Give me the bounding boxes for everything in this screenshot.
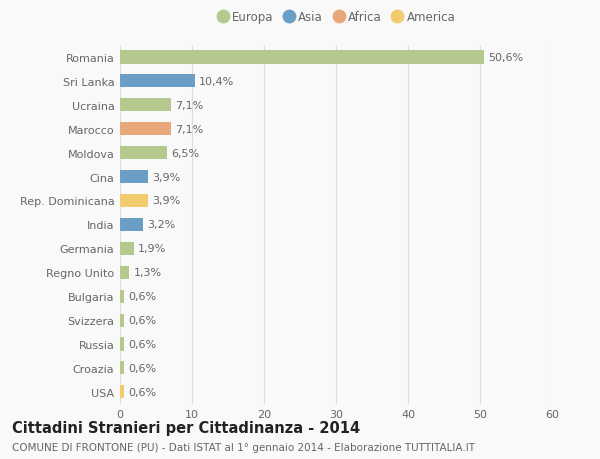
Bar xyxy=(120,362,124,375)
Bar xyxy=(120,242,134,255)
Text: 0,6%: 0,6% xyxy=(128,339,157,349)
Text: 10,4%: 10,4% xyxy=(199,77,235,87)
Bar xyxy=(120,99,171,112)
Text: 7,1%: 7,1% xyxy=(175,124,203,134)
Bar xyxy=(120,218,143,231)
Text: Cittadini Stranieri per Cittadinanza - 2014: Cittadini Stranieri per Cittadinanza - 2… xyxy=(12,420,360,435)
Bar xyxy=(120,123,171,136)
Text: 0,6%: 0,6% xyxy=(128,387,157,397)
Bar xyxy=(120,51,484,64)
Text: 3,9%: 3,9% xyxy=(152,172,181,182)
Bar xyxy=(120,195,148,207)
Text: 50,6%: 50,6% xyxy=(488,53,524,63)
Text: 1,9%: 1,9% xyxy=(138,244,166,254)
Text: 6,5%: 6,5% xyxy=(171,148,199,158)
Bar xyxy=(120,75,195,88)
Bar xyxy=(120,171,148,184)
Text: 3,9%: 3,9% xyxy=(152,196,181,206)
Bar xyxy=(120,338,124,351)
Bar xyxy=(120,266,130,279)
Text: 7,1%: 7,1% xyxy=(175,101,203,111)
Bar xyxy=(120,290,124,303)
Text: 0,6%: 0,6% xyxy=(128,291,157,302)
Bar xyxy=(120,314,124,327)
Text: 3,2%: 3,2% xyxy=(148,220,176,230)
Text: 0,6%: 0,6% xyxy=(128,315,157,325)
Bar xyxy=(120,147,167,160)
Legend: Europa, Asia, Africa, America: Europa, Asia, Africa, America xyxy=(217,11,455,23)
Text: 0,6%: 0,6% xyxy=(128,363,157,373)
Bar xyxy=(120,386,124,398)
Text: 1,3%: 1,3% xyxy=(134,268,162,278)
Text: COMUNE DI FRONTONE (PU) - Dati ISTAT al 1° gennaio 2014 - Elaborazione TUTTITALI: COMUNE DI FRONTONE (PU) - Dati ISTAT al … xyxy=(12,442,475,452)
